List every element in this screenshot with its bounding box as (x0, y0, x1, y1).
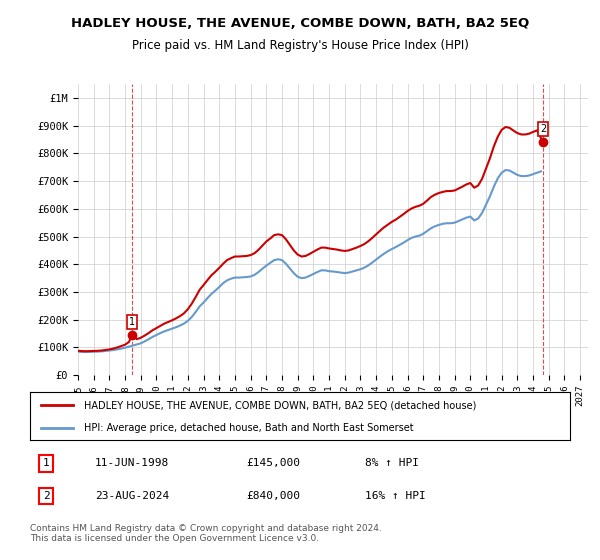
Text: 1: 1 (129, 316, 135, 326)
Text: HPI: Average price, detached house, Bath and North East Somerset: HPI: Average price, detached house, Bath… (84, 423, 413, 433)
Text: HADLEY HOUSE, THE AVENUE, COMBE DOWN, BATH, BA2 5EQ: HADLEY HOUSE, THE AVENUE, COMBE DOWN, BA… (71, 17, 529, 30)
Text: Price paid vs. HM Land Registry's House Price Index (HPI): Price paid vs. HM Land Registry's House … (131, 39, 469, 52)
Text: 11-JUN-1998: 11-JUN-1998 (95, 459, 169, 468)
Text: £145,000: £145,000 (246, 459, 300, 468)
Text: 16% ↑ HPI: 16% ↑ HPI (365, 491, 425, 501)
Text: Contains HM Land Registry data © Crown copyright and database right 2024.
This d: Contains HM Land Registry data © Crown c… (30, 524, 382, 543)
Text: 2: 2 (43, 491, 50, 501)
Text: £840,000: £840,000 (246, 491, 300, 501)
Text: HADLEY HOUSE, THE AVENUE, COMBE DOWN, BATH, BA2 5EQ (detached house): HADLEY HOUSE, THE AVENUE, COMBE DOWN, BA… (84, 400, 476, 410)
Text: 23-AUG-2024: 23-AUG-2024 (95, 491, 169, 501)
Text: 2: 2 (540, 124, 546, 134)
Text: 8% ↑ HPI: 8% ↑ HPI (365, 459, 419, 468)
Text: 1: 1 (43, 459, 50, 468)
